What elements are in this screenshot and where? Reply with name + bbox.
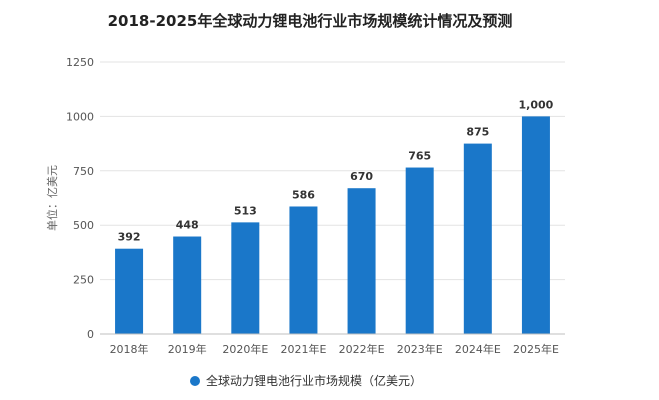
y-axis-label: 单位：亿美元 (45, 165, 59, 231)
bar (115, 248, 144, 334)
data-label: 586 (292, 188, 315, 201)
y-axis: 0 250 500 750 1000 1250 (66, 56, 94, 341)
data-label: 392 (118, 231, 141, 244)
bars: 392 448 513 586 670 765 875 1,000 (115, 98, 554, 335)
x-tick-label: 2022年E (339, 342, 385, 356)
bar (231, 222, 260, 334)
y-tick-label: 1250 (66, 56, 94, 69)
y-tick-label: 1000 (66, 110, 94, 123)
x-tick-label: 2019年 (168, 342, 207, 356)
bar (289, 206, 318, 334)
x-tick-label: 2025年E (513, 342, 559, 356)
x-tick-label: 2020年E (222, 342, 268, 356)
legend: 全球动力锂电池行业市场规模（亿美元） (190, 373, 422, 388)
x-tick-label: 2018年 (110, 342, 149, 356)
x-tick-label: 2024年E (455, 342, 501, 356)
x-tick-label: 2023年E (397, 342, 443, 356)
data-label: 670 (350, 170, 373, 183)
bar (521, 116, 550, 335)
data-label: 875 (466, 126, 489, 139)
bar (347, 188, 376, 334)
y-tick-label: 250 (73, 274, 94, 287)
y-tick-label: 750 (73, 165, 94, 178)
data-label: 1,000 (519, 98, 554, 111)
data-label: 765 (408, 150, 431, 163)
legend-label: 全球动力锂电池行业市场规模（亿美元） (206, 373, 422, 388)
legend-marker (190, 376, 200, 386)
bar (463, 143, 492, 334)
grid-lines (100, 61, 565, 335)
data-label: 513 (234, 204, 257, 217)
bar (173, 236, 202, 334)
y-tick-label: 500 (73, 219, 94, 232)
x-tick-label: 2021年E (280, 342, 326, 356)
bar (405, 167, 434, 334)
x-axis: 2018年 2019年 2020年E 2021年E 2022年E 2023年E 2024年E… (100, 333, 565, 356)
data-label: 448 (176, 219, 199, 232)
chart-title: 2018-2025年全球动力锂电池行业市场规模统计情况及预测 (108, 12, 513, 30)
y-tick-label: 0 (87, 328, 94, 341)
